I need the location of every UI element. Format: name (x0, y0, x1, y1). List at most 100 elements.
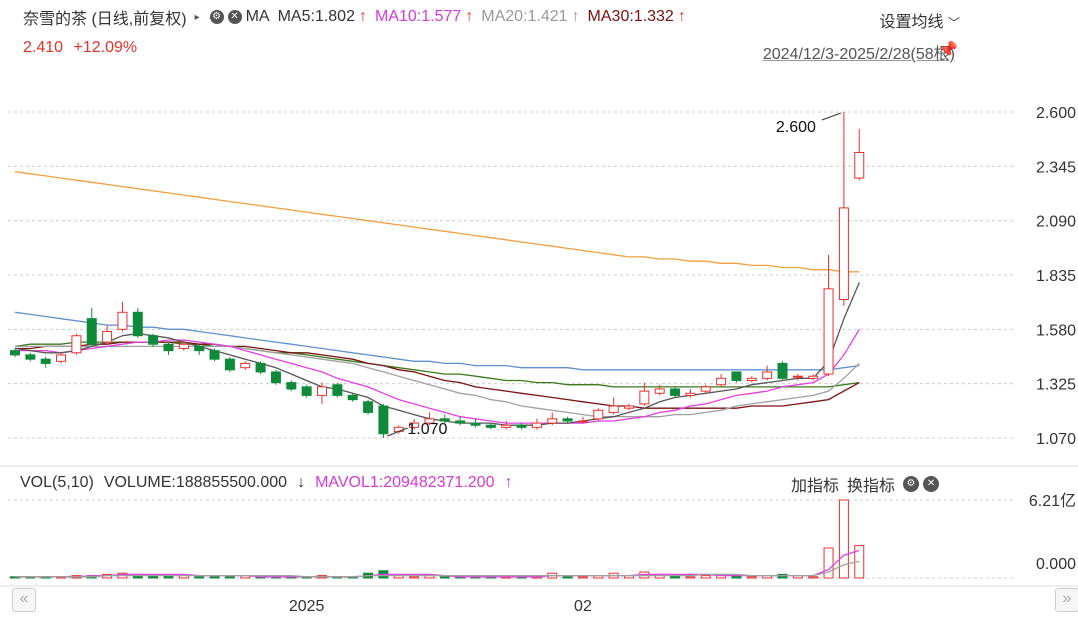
volume-bar (409, 576, 420, 579)
volume-bar (746, 576, 757, 579)
close-icon[interactable]: ✕ (227, 10, 242, 24)
add-indicator-button[interactable]: 加指标 (791, 478, 840, 495)
candle-body (808, 375, 819, 379)
candle-body (178, 343, 189, 350)
candle-body (424, 418, 435, 424)
candle-body (608, 405, 619, 413)
gear-icon[interactable]: ⚙ (903, 476, 920, 492)
candle-body (255, 362, 266, 373)
ma5-up-arrow-icon: ↑ (358, 8, 367, 25)
volume-bar (209, 576, 220, 579)
price-tick-label: 2.345 (1036, 159, 1076, 176)
candle-body (838, 207, 849, 301)
stock-name[interactable]: 奈雪的茶 (日线,前复权) (23, 11, 187, 28)
candle-body (286, 382, 297, 390)
volume-tools: 加指标 换指标 ⚙ ✕ (791, 472, 943, 496)
close-icon[interactable]: ✕ (923, 476, 940, 492)
volume-bar (700, 575, 711, 579)
x-axis-label: 02 (574, 598, 592, 615)
candle-body (86, 318, 97, 345)
candle-body (531, 422, 542, 428)
ma20-line (15, 345, 860, 418)
ma20-up-arrow-icon: ↑ (571, 8, 580, 25)
pin-icon[interactable]: 📌 (938, 42, 958, 59)
switch-indicator-button[interactable]: 换指标 (847, 478, 896, 495)
candle-body (163, 343, 174, 352)
candle-body (470, 422, 481, 426)
ma5-line (14, 282, 860, 426)
candle-body (363, 401, 374, 413)
scroll-right-button[interactable]: » (1055, 588, 1078, 612)
annotation-high: 2.600 (776, 119, 816, 136)
gear-icon[interactable]: ⚙ (209, 10, 224, 24)
candle-body (792, 375, 803, 378)
candle-body (777, 362, 788, 379)
date-range-link[interactable]: 2024/12/3-2025/2/28(58根) (762, 46, 955, 63)
candle-body (10, 350, 20, 356)
price-tick-label: 1.070 (1036, 431, 1076, 448)
candle-body (547, 418, 558, 424)
candle-body (501, 424, 512, 428)
vol-tick-label: 6.21亿 (1029, 492, 1076, 510)
indicator-header: 奈雪的茶 (日线,前复权) ▸ ⚙ ✕ MA MA5:1.802 ↑ MA10:… (23, 6, 694, 28)
ma10-value: MA10:1.577 (374, 8, 462, 25)
candle-body (670, 388, 681, 396)
chevron-down-icon: ﹀ (947, 16, 960, 30)
settings-ma-label: 设置均线 (879, 14, 944, 31)
price-tick-label: 2.090 (1036, 214, 1076, 231)
candle-body (823, 288, 834, 375)
candle-body (117, 311, 128, 330)
long-ma-orange-line (14, 171, 860, 273)
candle-body (485, 424, 496, 428)
candle-body (25, 354, 36, 360)
candle-body (624, 405, 634, 409)
candle-body (224, 358, 235, 371)
candle-body (854, 151, 865, 179)
price-tick-label: 1.325 (1036, 377, 1076, 394)
price-row: 2.410 +12.09% (23, 39, 143, 57)
price-tick-label: 1.835 (1036, 268, 1076, 285)
candle-body (639, 390, 650, 405)
candle-body (654, 388, 665, 394)
candle-body (194, 345, 205, 352)
candle-body (332, 384, 343, 396)
candle-body (577, 420, 588, 423)
ma20-value: MA20:1.421 (481, 8, 568, 25)
candle-body (56, 354, 67, 362)
volume-down-arrow-icon: ↓ (297, 474, 306, 491)
candle-body (270, 371, 281, 384)
volume-bar (439, 576, 450, 579)
candle-body (716, 377, 727, 386)
change-percent: +12.09% (73, 39, 138, 56)
mavol1-line (15, 549, 860, 578)
annotation-arrow (821, 112, 842, 121)
candle-body (562, 418, 573, 422)
volume-header: VOL(5,10) VOLUME:188855500.000 ↓ MAVOL1:… (20, 474, 522, 492)
volume-bar (577, 576, 588, 579)
candle-body (102, 330, 113, 343)
vol-tick-label: 0.000 (1036, 556, 1076, 573)
candle-body (209, 350, 220, 360)
candle-body (409, 422, 420, 428)
candle-body (148, 335, 159, 345)
candle-body (746, 377, 757, 381)
x-axis-label: 2025 (289, 598, 325, 615)
volume-bar (685, 576, 696, 579)
candle-body (762, 371, 773, 379)
candle-body (240, 362, 251, 369)
candle-body (700, 386, 711, 392)
ma10-up-arrow-icon: ↑ (465, 8, 474, 25)
ma-label: MA (245, 8, 270, 25)
candle-body (685, 392, 696, 396)
settings-ma-button[interactable]: 设置均线 ﹀ (880, 8, 960, 32)
mavol2-line (15, 560, 860, 578)
candle-body (132, 311, 143, 337)
last-price: 2.410 (23, 39, 64, 56)
volume-bar (838, 499, 849, 579)
scroll-left-button[interactable]: « (12, 588, 36, 612)
ma5-value: MA5:1.802 (277, 8, 355, 25)
dropdown-arrow-icon[interactable]: ▸ (194, 11, 200, 23)
candle-body (40, 358, 51, 364)
mavol1-up-arrow-icon: ↑ (504, 474, 513, 491)
